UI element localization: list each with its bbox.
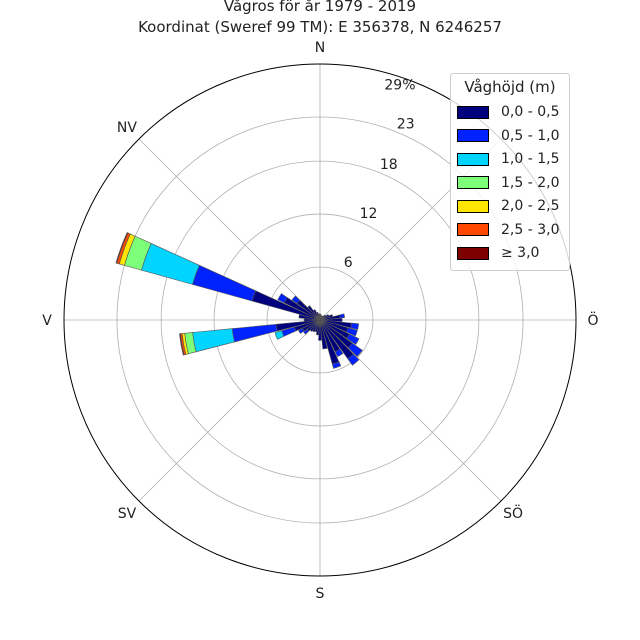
polar-grid — [63, 63, 577, 577]
grid-spoke — [138, 138, 321, 321]
rose-bar-segment — [298, 327, 305, 334]
legend-swatch — [457, 152, 489, 166]
legend: Våghöjd (m) 0,0 - 0,5 0,5 - 1,0 1,0 - 1,5 1… — [450, 73, 570, 271]
direction-label: SV — [118, 506, 137, 522]
legend-label: 2,5 - 3,0 — [501, 221, 560, 238]
direction-label: NV — [117, 120, 137, 136]
rose-bar-segment — [347, 353, 360, 366]
direction-label: Ö — [587, 311, 598, 329]
legend-swatch — [457, 176, 489, 189]
chart-subtitle: Koordinat (Sweref 99 TM): E 356378, N 62… — [138, 18, 502, 36]
direction-label: N — [315, 40, 325, 56]
radial-tick-label: 18 — [380, 157, 398, 173]
rose-bar-segment — [316, 311, 321, 321]
legend-label: 0,5 - 1,0 — [501, 127, 560, 144]
legend-label: 1,5 - 2,0 — [501, 174, 560, 191]
legend-label: 1,0 - 1,5 — [501, 151, 560, 167]
rose-bar-segment — [346, 333, 360, 345]
rose-bar-segment — [350, 322, 359, 331]
legend-item: 2,0 - 2,5 — [457, 198, 559, 214]
legend-title: Våghöjd (m) — [464, 78, 556, 96]
radial-tick-label: 23 — [397, 116, 415, 132]
rose-bar-segment — [303, 318, 321, 322]
legend-label: 0,0 - 0,5 — [501, 104, 560, 120]
legend-label: ≥ 3,0 — [501, 245, 540, 261]
radial-tick-label: 12 — [360, 206, 378, 222]
rose-bar-segment — [318, 319, 322, 341]
radial-tick-label: 6 — [344, 255, 353, 271]
legend-swatch — [457, 129, 489, 142]
rose-bar-segment — [192, 328, 235, 353]
direction-label: V — [42, 313, 52, 329]
rose-bar-segment — [307, 305, 321, 321]
rose-bar-segment — [303, 328, 310, 335]
outer-circle — [63, 63, 577, 577]
rose-bar-segment — [141, 243, 200, 285]
legend-swatch — [457, 199, 489, 213]
rose-bar-segment — [115, 232, 129, 264]
rose-bar-segment — [347, 342, 363, 357]
rose-bar-segment — [318, 313, 321, 321]
rose-bar-segment — [192, 264, 257, 302]
legend-swatch — [457, 246, 489, 260]
rose-bar-segment — [313, 309, 321, 321]
rose-bars — [115, 232, 363, 369]
rose-bar-segment — [319, 317, 343, 323]
rose-bar-segment — [319, 319, 328, 350]
direction-label: S — [316, 586, 325, 602]
rose-bar-segment — [277, 293, 288, 304]
legend-item: 2,5 - 3,0 — [457, 222, 559, 238]
legend-item: 0,5 - 1,0 — [457, 128, 559, 144]
legend-swatch — [457, 223, 489, 236]
axis-labels: 6 12 18 23 29% N NV V SV S SÖ Ö — [42, 40, 598, 602]
rose-bar-segment — [346, 327, 358, 337]
legend-item: 1,5 - 2,0 — [457, 175, 559, 191]
rose-bar-segment — [179, 333, 185, 356]
grid-spoke — [319, 319, 502, 502]
legend-label: 2,0 - 2,5 — [501, 198, 560, 214]
rose-bar-segment — [274, 330, 285, 340]
rose-bar-segment — [291, 295, 301, 304]
chart-title: Vågros för år 1979 - 2019 — [223, 0, 417, 15]
legend-item: ≥ 3,0 — [457, 245, 539, 261]
rose-bar-segment — [334, 348, 344, 358]
rose-bar-segment — [331, 361, 342, 369]
direction-label: SÖ — [503, 504, 523, 522]
legend-swatch — [457, 105, 489, 119]
legend-item: 0,0 - 0,5 — [457, 104, 559, 120]
legend-item: 1,0 - 1,5 — [457, 151, 559, 167]
radial-max-label: 29% — [384, 77, 415, 93]
rose-bar-segment — [339, 313, 345, 319]
grid-spoke — [138, 319, 321, 502]
